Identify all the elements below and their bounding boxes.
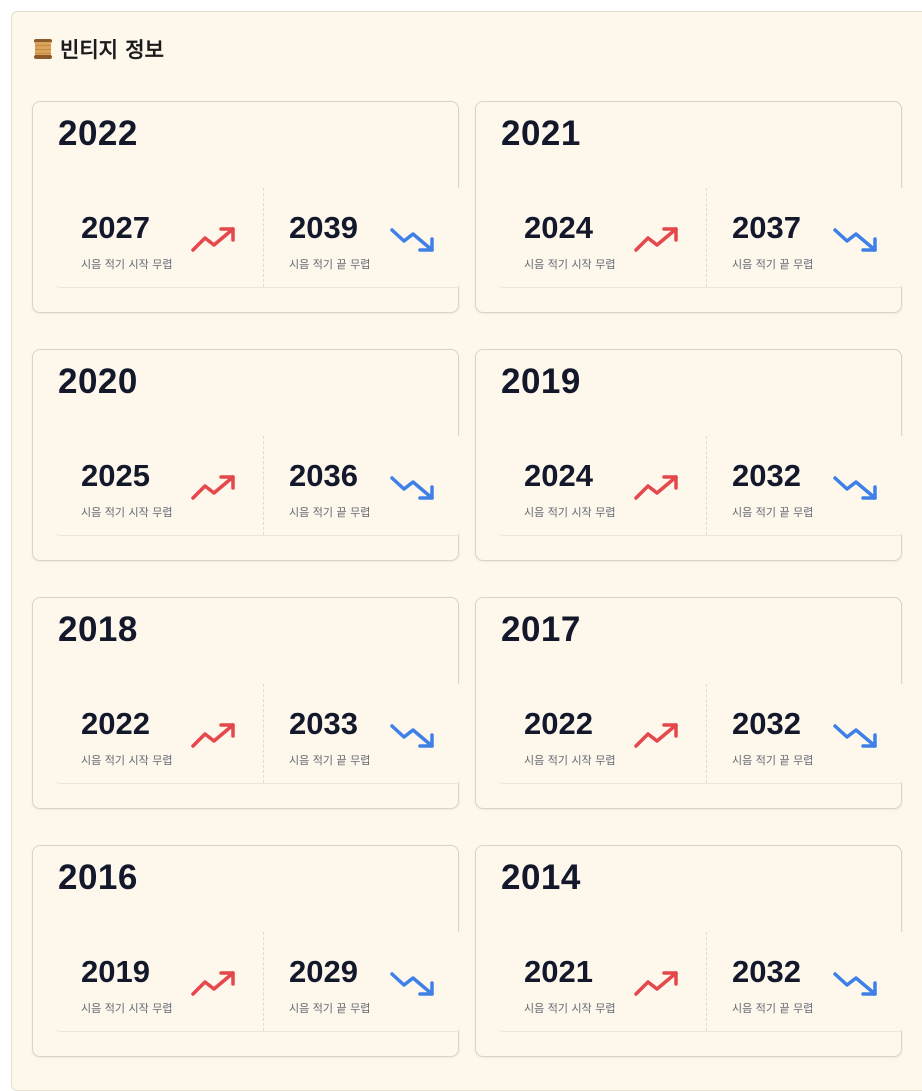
drinking-window-start: 2019 시음 적기 시작 무렵 xyxy=(56,932,263,1031)
end-label: 시음 적기 끝 무렵 xyxy=(289,506,371,519)
start-year: 2024 xyxy=(524,458,593,493)
trend-down-icon xyxy=(833,972,877,996)
drinking-window-end: 2032 시음 적기 끝 무렵 xyxy=(706,932,903,1031)
vintage-info-panel: 빈티지 정보 2022 2027 시음 적기 시작 무렵 2039 시음 적기 … xyxy=(11,11,922,1091)
vintage-card[interactable]: 2018 2022 시음 적기 시작 무렵 2033 시음 적기 끝 무렵 xyxy=(32,597,460,809)
drinking-window-start: 2027 시음 적기 시작 무렵 xyxy=(56,188,263,287)
vintage-card[interactable]: 2016 2019 시음 적기 시작 무렵 2029 시음 적기 끝 무렵 xyxy=(32,845,460,1057)
start-year: 2021 xyxy=(524,954,593,989)
end-year: 2039 xyxy=(289,210,358,245)
drinking-window-start: 2022 시음 적기 시작 무렵 xyxy=(56,684,263,783)
start-label: 시음 적기 시작 무렵 xyxy=(524,506,616,519)
vintage-card[interactable]: 2019 2024 시음 적기 시작 무렵 2032 시음 적기 끝 무렵 xyxy=(475,349,903,561)
end-year: 2036 xyxy=(289,458,358,493)
drinking-window-end: 2032 시음 적기 끝 무렵 xyxy=(706,684,903,783)
drinking-window-start: 2024 시음 적기 시작 무렵 xyxy=(499,188,706,287)
drinking-window-start: 2022 시음 적기 시작 무렵 xyxy=(499,684,706,783)
drinking-window-end: 2036 시음 적기 끝 무렵 xyxy=(263,436,460,535)
trend-down-icon xyxy=(833,724,877,748)
vintage-year: 2017 xyxy=(501,610,581,649)
end-label: 시음 적기 끝 무렵 xyxy=(289,754,371,767)
vintage-year: 2022 xyxy=(58,114,138,153)
start-year: 2022 xyxy=(524,706,593,741)
vintage-card[interactable]: 2017 2022 시음 적기 시작 무렵 2032 시음 적기 끝 무렵 xyxy=(475,597,903,809)
trend-down-icon xyxy=(390,724,434,748)
drinking-window-start: 2025 시음 적기 시작 무렵 xyxy=(56,436,263,535)
vintage-year: 2018 xyxy=(58,610,138,649)
drinking-window-end: 2039 시음 적기 끝 무렵 xyxy=(263,188,460,287)
end-year: 2029 xyxy=(289,954,358,989)
drinking-window-end: 2032 시음 적기 끝 무렵 xyxy=(706,436,903,535)
drinking-window: 2019 시음 적기 시작 무렵 2029 시음 적기 끝 무렵 xyxy=(56,932,460,1032)
end-label: 시음 적기 끝 무렵 xyxy=(732,1002,814,1015)
end-label: 시음 적기 끝 무렵 xyxy=(732,754,814,767)
drinking-window-end: 2029 시음 적기 끝 무렵 xyxy=(263,932,460,1031)
section-title: 빈티지 정보 xyxy=(60,38,164,62)
drinking-window: 2027 시음 적기 시작 무렵 2039 시음 적기 끝 무렵 xyxy=(56,188,460,288)
start-year: 2019 xyxy=(81,954,150,989)
scroll-icon xyxy=(34,39,52,59)
trend-down-icon xyxy=(390,972,434,996)
trend-up-icon xyxy=(191,227,235,252)
start-label: 시음 적기 시작 무렵 xyxy=(524,754,616,767)
end-year: 2032 xyxy=(732,706,801,741)
start-label: 시음 적기 시작 무렵 xyxy=(81,258,173,271)
start-year: 2025 xyxy=(81,458,150,493)
trend-up-icon xyxy=(634,475,678,500)
start-label: 시음 적기 시작 무렵 xyxy=(81,1002,173,1015)
vintage-year: 2016 xyxy=(58,858,138,897)
trend-down-icon xyxy=(833,228,877,252)
drinking-window: 2025 시음 적기 시작 무렵 2036 시음 적기 끝 무렵 xyxy=(56,436,460,536)
end-label: 시음 적기 끝 무렵 xyxy=(289,1002,371,1015)
end-year: 2037 xyxy=(732,210,801,245)
end-year: 2033 xyxy=(289,706,358,741)
end-year: 2032 xyxy=(732,954,801,989)
trend-up-icon xyxy=(191,971,235,996)
start-label: 시음 적기 시작 무렵 xyxy=(524,1002,616,1015)
start-year: 2024 xyxy=(524,210,593,245)
vintage-year: 2021 xyxy=(501,114,581,153)
trend-up-icon xyxy=(191,475,235,500)
vintage-card[interactable]: 2022 2027 시음 적기 시작 무렵 2039 시음 적기 끝 무렵 xyxy=(32,101,460,313)
vintage-card[interactable]: 2020 2025 시음 적기 시작 무렵 2036 시음 적기 끝 무렵 xyxy=(32,349,460,561)
drinking-window-start: 2024 시음 적기 시작 무렵 xyxy=(499,436,706,535)
trend-up-icon xyxy=(634,723,678,748)
start-label: 시음 적기 시작 무렵 xyxy=(524,258,616,271)
vintage-year: 2019 xyxy=(501,362,581,401)
section-header: 빈티지 정보 xyxy=(32,34,164,64)
drinking-window: 2024 시음 적기 시작 무렵 2032 시음 적기 끝 무렵 xyxy=(499,436,903,536)
drinking-window-start: 2021 시음 적기 시작 무렵 xyxy=(499,932,706,1031)
trend-down-icon xyxy=(390,228,434,252)
drinking-window: 2021 시음 적기 시작 무렵 2032 시음 적기 끝 무렵 xyxy=(499,932,903,1032)
vintage-year: 2014 xyxy=(501,858,581,897)
trend-up-icon xyxy=(191,723,235,748)
drinking-window: 2022 시음 적기 시작 무렵 2033 시음 적기 끝 무렵 xyxy=(56,684,460,784)
vintage-card[interactable]: 2021 2024 시음 적기 시작 무렵 2037 시음 적기 끝 무렵 xyxy=(475,101,903,313)
end-year: 2032 xyxy=(732,458,801,493)
start-year: 2022 xyxy=(81,706,150,741)
vintage-year: 2020 xyxy=(58,362,138,401)
drinking-window-end: 2037 시음 적기 끝 무렵 xyxy=(706,188,903,287)
trend-up-icon xyxy=(634,971,678,996)
trend-down-icon xyxy=(390,476,434,500)
start-label: 시음 적기 시작 무렵 xyxy=(81,754,173,767)
drinking-window-end: 2033 시음 적기 끝 무렵 xyxy=(263,684,460,783)
drinking-window: 2024 시음 적기 시작 무렵 2037 시음 적기 끝 무렵 xyxy=(499,188,903,288)
trend-up-icon xyxy=(634,227,678,252)
start-label: 시음 적기 시작 무렵 xyxy=(81,506,173,519)
trend-down-icon xyxy=(833,476,877,500)
drinking-window: 2022 시음 적기 시작 무렵 2032 시음 적기 끝 무렵 xyxy=(499,684,903,784)
vintage-card[interactable]: 2014 2021 시음 적기 시작 무렵 2032 시음 적기 끝 무렵 xyxy=(475,845,903,1057)
start-year: 2027 xyxy=(81,210,150,245)
end-label: 시음 적기 끝 무렵 xyxy=(732,258,814,271)
end-label: 시음 적기 끝 무렵 xyxy=(289,258,371,271)
end-label: 시음 적기 끝 무렵 xyxy=(732,506,814,519)
